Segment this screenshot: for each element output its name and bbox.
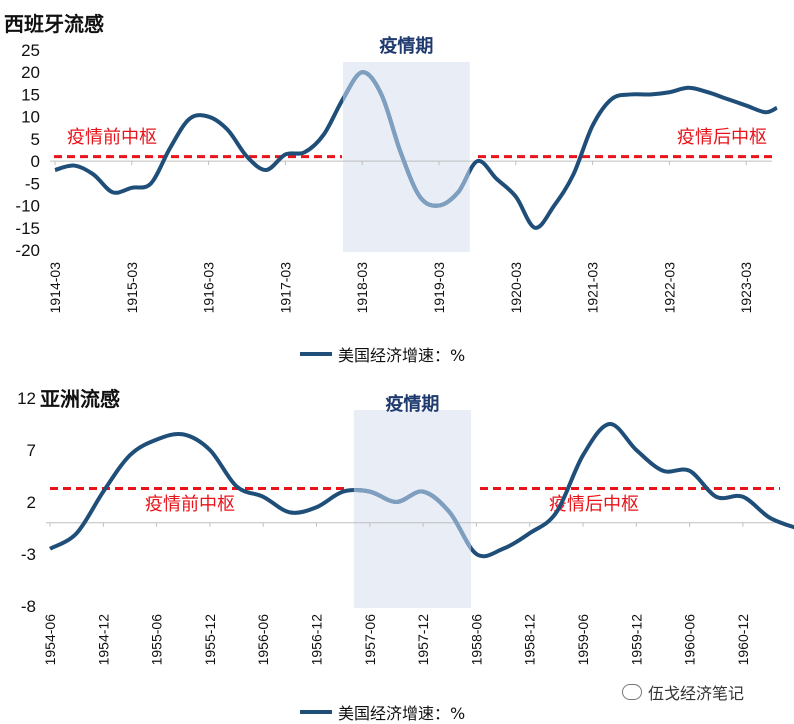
y-tick-label: 15	[21, 85, 40, 104]
x-tick-label: 1955-06	[149, 614, 165, 666]
epidemic-period-label: 疫情期	[385, 393, 439, 415]
y-tick-label: 10	[21, 108, 40, 127]
chart1-legend: 美国经济增速：%	[300, 342, 465, 366]
x-tick-label: 1956-12	[309, 614, 325, 666]
watermark: 伍戈经济笔记	[622, 680, 744, 704]
pre-pivot-label: 疫情前中枢	[145, 494, 235, 515]
legend-line-swatch	[300, 352, 332, 356]
x-tick-label: 1954-06	[42, 614, 58, 666]
chart2-svg: 疫情期 12 7 2 -3 -8 1954-06 1954-12 1955-06 1955-12 1…	[0, 380, 794, 700]
epidemic-period-shade	[354, 410, 471, 608]
x-tick-label: 1956-06	[255, 614, 271, 666]
legend-line-swatch	[300, 710, 332, 714]
y-tick-label: -3	[21, 545, 36, 564]
wechat-icon	[622, 684, 642, 700]
x-tick-label: 1920-03	[508, 262, 524, 314]
x-tick-label: 1959-06	[575, 614, 591, 666]
x-tick-label: 1960-12	[735, 614, 751, 666]
epidemic-period-shade	[343, 62, 470, 252]
x-tick-label: 1917-03	[277, 262, 293, 314]
y-tick-label: -15	[15, 219, 40, 238]
x-tick-label: 1921-03	[585, 262, 601, 314]
x-tick-label: 1914-03	[47, 262, 63, 314]
x-tick-label: 1919-03	[431, 262, 447, 314]
x-tick-label: 1958-06	[468, 614, 484, 666]
chart1-svg: 疫情期 25 20 15 10 5 0 -5 -10 -15 -20 1914-03 1915-03 19…	[0, 0, 794, 340]
x-tick-label: 1955-12	[202, 614, 218, 666]
post-pivot-label: 疫情后中枢	[677, 127, 767, 148]
y-tick-label: -20	[15, 241, 40, 260]
x-tick-label: 1959-12	[628, 614, 644, 666]
y-tick-label: 7	[27, 441, 36, 460]
pre-pivot-label: 疫情前中枢	[67, 127, 157, 148]
y-tick-label: 20	[21, 63, 40, 82]
x-tick-label: 1918-03	[354, 262, 370, 314]
y-tick-label: 0	[31, 152, 40, 171]
x-tick-label: 1915-03	[124, 262, 140, 314]
y-tick-label: 5	[31, 130, 40, 149]
chart2-legend-label: 美国经济增速：%	[338, 700, 465, 724]
x-tick-label: 1923-03	[738, 262, 754, 314]
x-tick-label: 1954-12	[95, 614, 111, 666]
y-tick-label: 12	[17, 389, 36, 408]
epidemic-period-label: 疫情期	[379, 35, 433, 57]
y-tick-label: 25	[21, 41, 40, 60]
x-tick-label: 1957-12	[415, 614, 431, 666]
y-tick-label: -8	[21, 597, 36, 616]
chart2-legend: 美国经济增速：%	[300, 700, 465, 724]
x-tick-label: 1958-12	[522, 614, 538, 666]
y-tick-label: -5	[25, 174, 40, 193]
chart1-legend-label: 美国经济增速：%	[338, 342, 465, 366]
x-tick-label: 1960-06	[682, 614, 698, 666]
x-tick-label: 1916-03	[201, 262, 217, 314]
watermark-text: 伍戈经济笔记	[648, 680, 744, 704]
y-tick-label: 2	[27, 493, 36, 512]
x-tick-label: 1957-06	[362, 614, 378, 666]
y-tick-label: -10	[15, 197, 40, 216]
x-tick-label: 1922-03	[661, 262, 677, 314]
